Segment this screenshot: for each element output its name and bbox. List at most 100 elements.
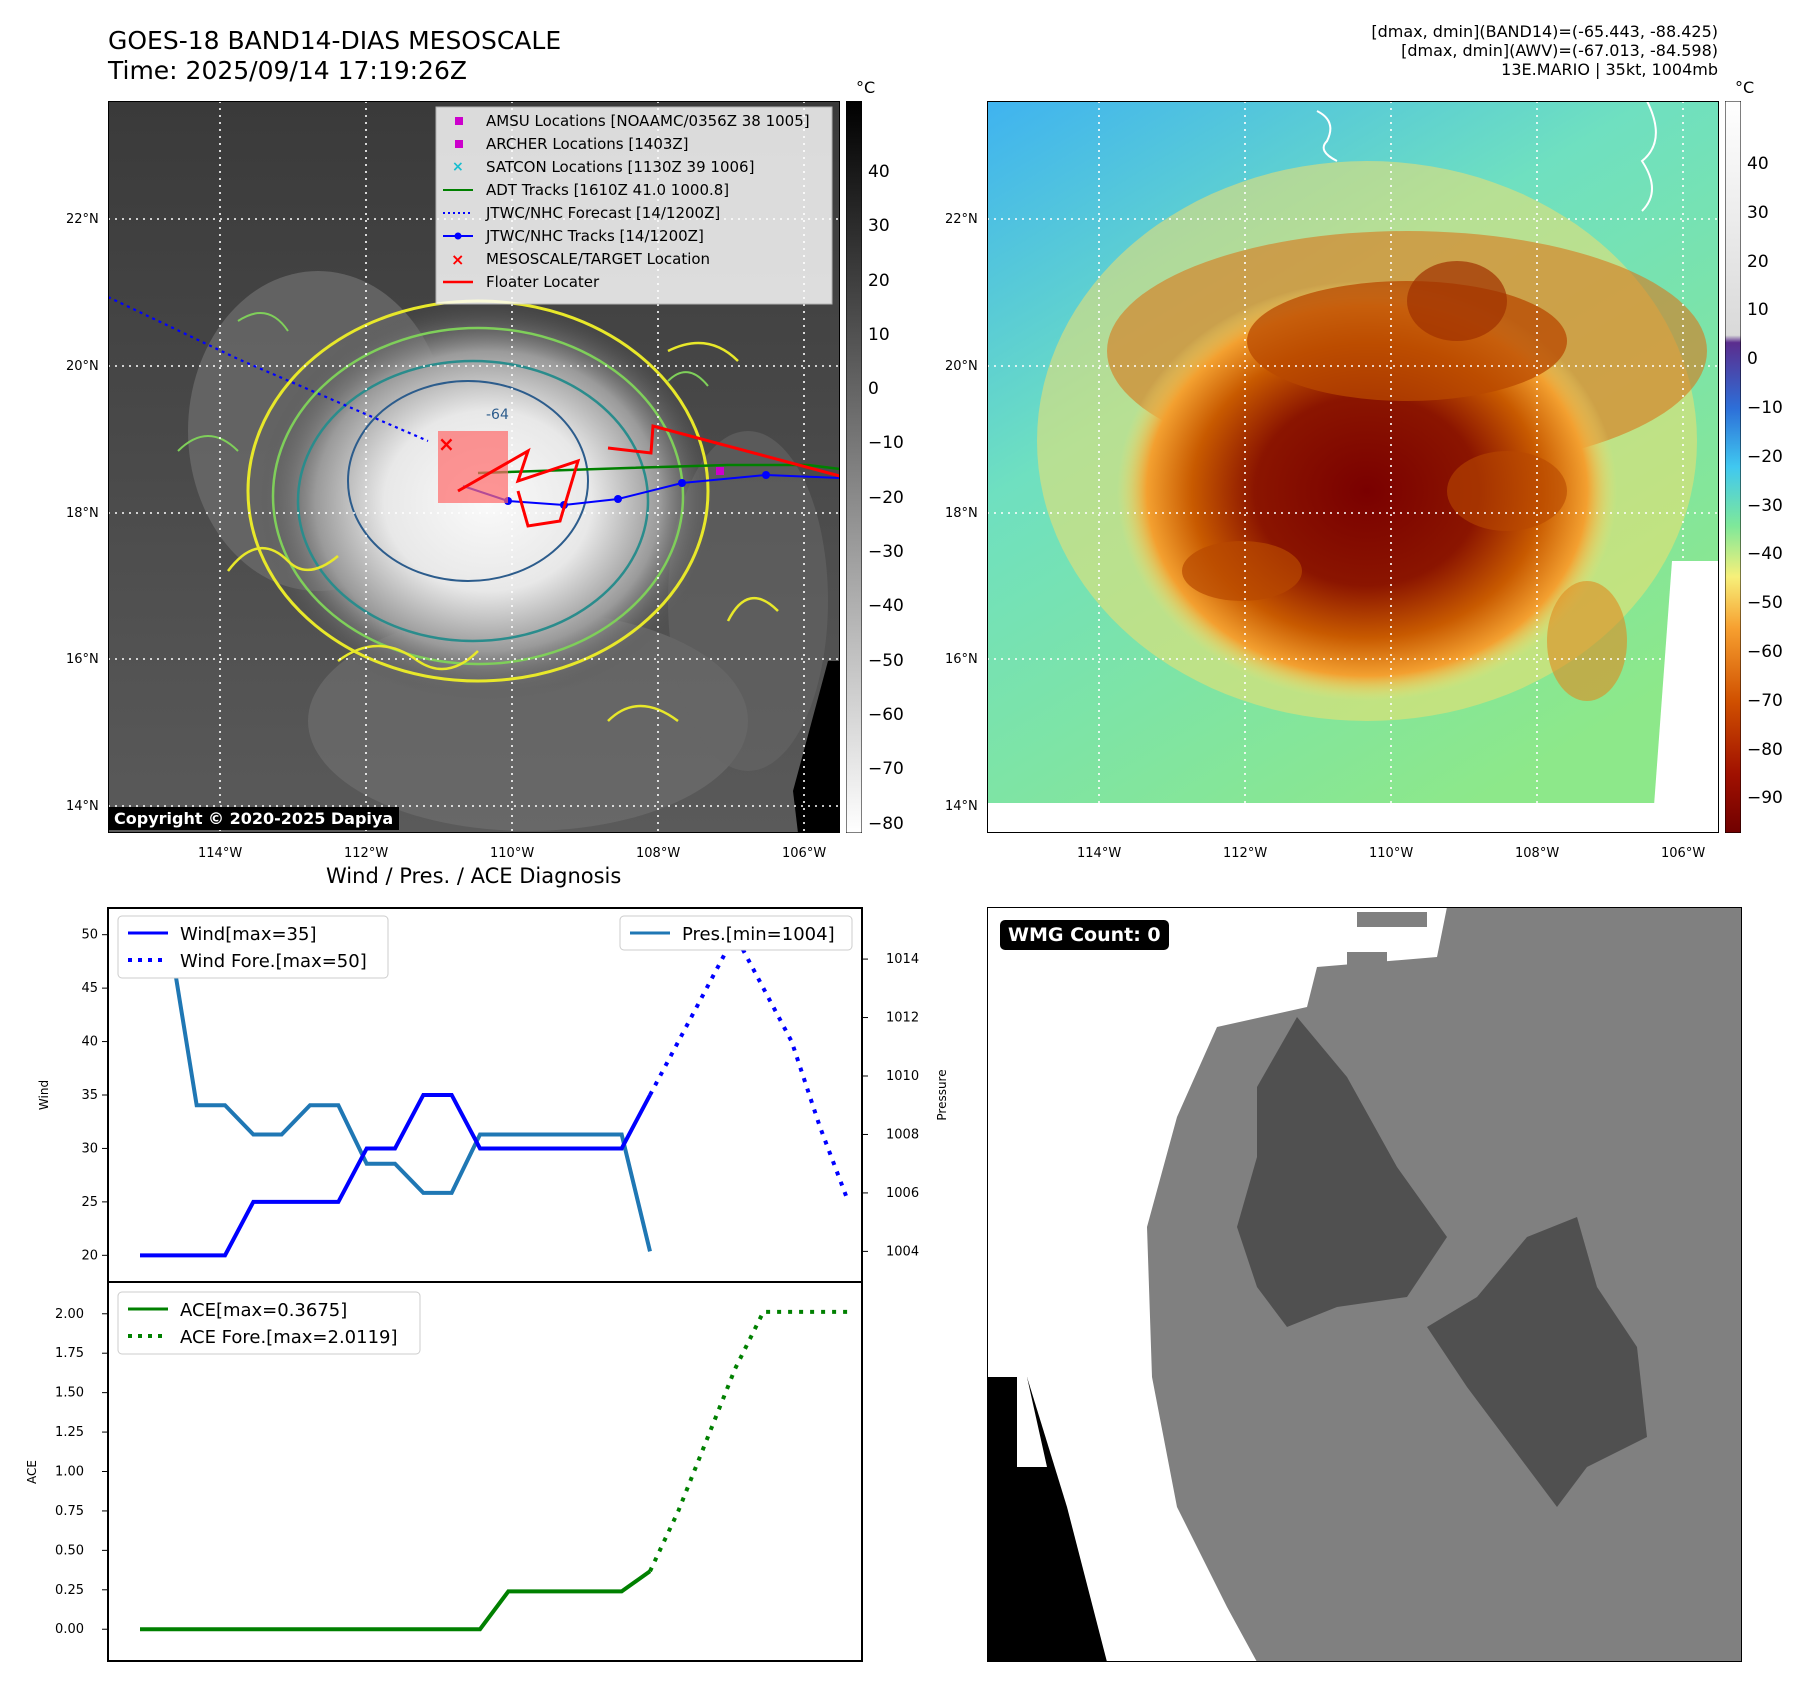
- wind-forecast-line: [648, 930, 851, 1203]
- info-line-3: 13E.MARIO | 35kt, 1004mb: [1501, 60, 1718, 79]
- cb-left-tick: 10: [868, 324, 890, 345]
- data-edge-black: [793, 661, 840, 833]
- contour-label: -64: [486, 407, 509, 423]
- info-line-1: [dmax, dmin](BAND14)=(-65.443, -88.425): [1371, 22, 1718, 41]
- ace-tick-label: 0.25: [55, 1583, 84, 1598]
- lon-tick-114: 114°W: [198, 846, 243, 861]
- colorbar-left-ticks: 40 30 20 10 0 −10 −20 −30 −40 −50 −60 −7…: [868, 145, 904, 851]
- cb-right-tick: −80: [1747, 739, 1783, 760]
- ace-tick-label: 1.00: [55, 1465, 84, 1480]
- pressure-tick-label: 1010: [886, 1069, 919, 1084]
- right-lat-tick-18: 18°N: [945, 506, 978, 521]
- right-lat-tick-20: 20°N: [945, 359, 978, 374]
- right-lat-tick-16: 16°N: [945, 652, 978, 667]
- lat-tick-20: 20°N: [66, 359, 99, 374]
- ace-line: [140, 1569, 652, 1632]
- cb-left-tick: 40: [868, 162, 890, 182]
- wind-line: [140, 1093, 652, 1258]
- legend-jtwc-tracks: JTWC/NHC Tracks [14/1200Z]: [485, 227, 704, 245]
- wind-ylabel: Wind: [37, 1080, 51, 1110]
- cb-right-tick: −20: [1747, 446, 1783, 467]
- target-marker: ×: [438, 432, 455, 456]
- right-map-gridlines: [987, 101, 1719, 833]
- colorbar-right: [1725, 101, 1741, 833]
- svg-text:×: ×: [452, 159, 464, 175]
- coastline: [1316, 101, 1657, 212]
- cb-left-tick: −70: [868, 759, 904, 780]
- ace-tick-label: 1.75: [55, 1346, 84, 1361]
- cb-right-tick: −70: [1747, 690, 1783, 711]
- cb-right-tick: 20: [1747, 251, 1769, 272]
- cb-right-tick: −30: [1747, 495, 1783, 516]
- cb-left-tick: −10: [868, 433, 904, 454]
- ace-y-ticks: 0.00 0.25 0.50 0.75 1.00 1.25 1.50 1.75 2.00: [55, 1307, 108, 1637]
- right-data-edge: [1652, 561, 1719, 833]
- wind-tick-label: 35: [81, 1088, 98, 1103]
- pressure-tick-label: 1008: [886, 1127, 919, 1142]
- ace-ylabel: ACE: [25, 1460, 39, 1484]
- legend-amsu: AMSU Locations [NOAAMC/0356Z 38 1005]: [486, 112, 810, 130]
- wind-legend: Wind[max=35] Wind Fore.[max=50]: [117, 915, 389, 979]
- lat-tick-18: 18°N: [66, 506, 99, 521]
- legend-wind-fore: Wind Fore.[max=50]: [180, 951, 367, 972]
- diagnosis-title: Wind / Pres. / ACE Diagnosis: [326, 864, 622, 888]
- lat-tick-14: 14°N: [66, 799, 99, 814]
- amsu-marker: [716, 467, 724, 475]
- colorbar-right-ticks: 40 30 20 10 0 −10 −20 −30 −40 −50 −60 −7…: [1747, 140, 1783, 823]
- svg-text:×: ×: [451, 250, 464, 269]
- right-lat-tick-22: 22°N: [945, 212, 978, 227]
- ace-tick-label: 2.00: [55, 1307, 84, 1322]
- legend-archer: ARCHER Locations [1403Z]: [486, 135, 689, 153]
- lat-tick-22: 22°N: [66, 212, 99, 227]
- cb-right-tick: −90: [1747, 788, 1783, 809]
- wind-tick-label: 20: [81, 1248, 98, 1263]
- cb-left-tick: 20: [868, 270, 890, 291]
- lon-tick-106: 106°W: [782, 846, 827, 861]
- legend-jtwc-forecast: JTWC/NHC Forecast [14/1200Z]: [485, 204, 720, 222]
- cb-right-tick: 40: [1747, 154, 1769, 174]
- cb-right-tick: 30: [1747, 202, 1769, 223]
- legend-pres: Pres.[min=1004]: [682, 924, 835, 945]
- wind-y-ticks: 20 25 30 35 40 45 50: [81, 928, 108, 1263]
- pressure-tick-label: 1014: [886, 952, 919, 967]
- right-lon-tick-112: 112°W: [1223, 846, 1268, 861]
- colorbar-left-unit: °C: [856, 78, 876, 97]
- legend-floater: Floater Locater: [486, 273, 600, 291]
- legend-wind: Wind[max=35]: [180, 924, 317, 945]
- jtwc-forecast-line: [108, 296, 429, 443]
- wmg-panel: [987, 907, 1742, 1662]
- legend-adt: ADT Tracks [1610Z 41.0 1000.8]: [486, 181, 729, 199]
- ace-tick-label: 0.50: [55, 1543, 84, 1558]
- contour-teal: [296, 359, 650, 643]
- ir-map-left: -64 × × × AMSU Locations [NOAAMC/0356Z 3…: [108, 101, 840, 833]
- cb-left-tick: −60: [868, 704, 904, 725]
- legend-satcon: SATCON Locations [1130Z 39 1006]: [486, 158, 754, 176]
- cb-right-tick: −60: [1747, 641, 1783, 662]
- lat-tick-16: 16°N: [66, 652, 99, 667]
- cb-left-tick: −40: [868, 596, 904, 617]
- cb-right-tick: −50: [1747, 593, 1783, 614]
- pressure-tick-label: 1006: [886, 1186, 919, 1201]
- ace-tick-label: 1.50: [55, 1386, 84, 1401]
- mesoscale-target-box: [438, 431, 508, 503]
- contour-green: [271, 326, 685, 666]
- ace-legend: ACE[max=0.3675] ACE Fore.[max=2.0119]: [117, 1291, 421, 1355]
- cb-left-tick: −30: [868, 542, 904, 563]
- adt-track-line: [477, 463, 840, 475]
- right-lon-tick-108: 108°W: [1515, 846, 1560, 861]
- pressure-tick-label: 1012: [886, 1011, 919, 1026]
- title-line-1: GOES-18 BAND14-DIAS MESOSCALE: [108, 26, 562, 55]
- wmg-count-label: WMG Count: 0: [1000, 920, 1169, 950]
- ace-forecast-line: [648, 1309, 849, 1573]
- cb-left-tick: −20: [868, 487, 904, 508]
- wind-tick-label: 40: [81, 1035, 98, 1050]
- copyright-label: Copyright © 2020-2025 Dapiya: [108, 807, 400, 830]
- colorbar-right-unit: °C: [1735, 78, 1755, 97]
- pressure-line: [140, 927, 652, 1252]
- right-lon-tick-110: 110°W: [1369, 846, 1414, 861]
- wmg-dark-region-2: [1427, 1217, 1647, 1507]
- ace-series-lines: [140, 1309, 849, 1632]
- contour-blue: [347, 380, 589, 582]
- lon-tick-108: 108°W: [636, 846, 681, 861]
- cb-left-tick: 0: [868, 379, 879, 400]
